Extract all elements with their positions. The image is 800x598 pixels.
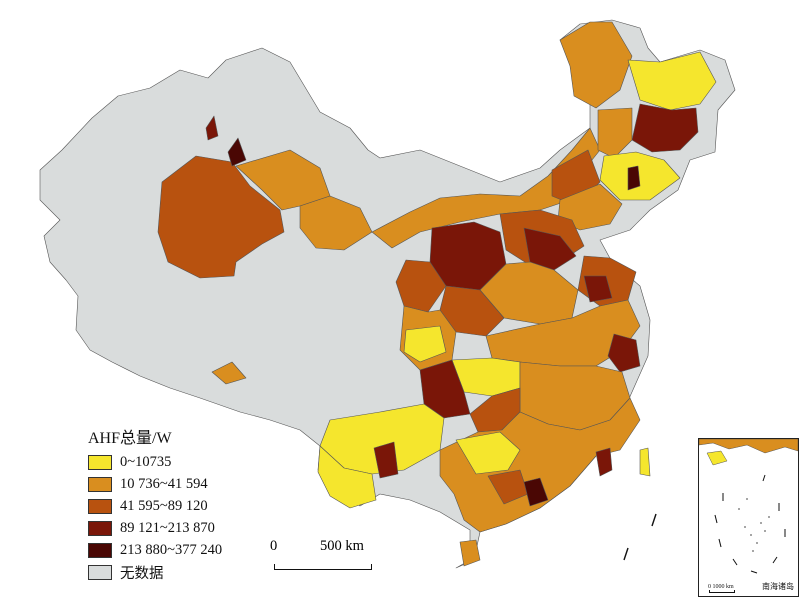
region-0-h [639, 447, 651, 477]
south-china-sea-inset: 0 1000 km 南海诸岛 [698, 438, 799, 597]
legend-item-2: 41 595~89 120 [88, 495, 222, 517]
inset-title: 南海诸岛 [762, 582, 794, 591]
region-10736-c [211, 361, 247, 385]
inset-dashes [714, 474, 786, 574]
inset-scale-zero: 0 [708, 584, 711, 590]
inset-scale-distance: 1000 km [712, 584, 734, 590]
region-89121-b [631, 103, 699, 153]
inset-map [699, 439, 798, 574]
region-213880-a [227, 137, 247, 167]
region-89121-d [523, 227, 577, 271]
inset-coast [699, 439, 798, 454]
region-10736-e [559, 21, 633, 109]
legend-label-2: 41 595~89 120 [120, 497, 208, 514]
scale-distance-label: 500 km [320, 538, 364, 554]
region-0-a [627, 51, 717, 111]
island-dash-b [651, 513, 657, 527]
legend-item-0: 0~10735 [88, 451, 222, 473]
region-0-f [455, 431, 521, 475]
legend-item-5: 无数据 [88, 561, 222, 583]
legend-item-4: 213 880~377 240 [88, 539, 222, 561]
legend-label-0: 0~10735 [120, 453, 172, 470]
region-0-c [403, 325, 447, 363]
region-89121-h [373, 441, 399, 479]
scale-zero-label: 0 [270, 538, 278, 554]
scale-bar-line [274, 564, 372, 570]
region-89121-i [595, 447, 613, 477]
region-89121-f [607, 333, 641, 373]
legend-swatch-0 [88, 454, 112, 470]
region-10736-b [299, 195, 373, 251]
legend-swatch-5 [88, 564, 112, 580]
legend-label-5: 无数据 [120, 565, 164, 582]
legend-label-4: 213 880~377 240 [120, 541, 223, 558]
region-213880-b [627, 165, 641, 191]
region-213880-c [523, 477, 549, 507]
inset-scale-bar [709, 590, 735, 593]
region-89121-a [205, 115, 219, 141]
region-10736-l [439, 397, 641, 533]
region-89121-e [583, 275, 613, 303]
inset-islands [738, 498, 770, 552]
region-0-g [317, 445, 377, 509]
legend-swatch-2 [88, 498, 112, 514]
legend-swatch-1 [88, 476, 112, 492]
legend-label-3: 89 121~213 870 [120, 519, 215, 536]
legend-item-1: 10 736~41 594 [88, 473, 222, 495]
legend-label-1: 10 736~41 594 [120, 475, 208, 492]
legend-swatch-3 [88, 520, 112, 536]
region-10736-m [459, 539, 481, 567]
legend-swatch-4 [88, 542, 112, 558]
legend-item-3: 89 121~213 870 [88, 517, 222, 539]
legend-title: AHF总量/W [88, 430, 172, 447]
region-10736-f [597, 107, 633, 159]
region-10736-h [479, 261, 579, 325]
inset-coast-south [706, 450, 728, 466]
island-dash-a [623, 547, 629, 561]
map-legend: AHF总量/W 0~10735 10 736~41 594 41 595~89 … [88, 424, 222, 583]
inset-scale-label: 0 1000 km [708, 584, 734, 590]
region-0-b [599, 151, 681, 201]
scale-bar: 0 500 km [270, 538, 372, 572]
